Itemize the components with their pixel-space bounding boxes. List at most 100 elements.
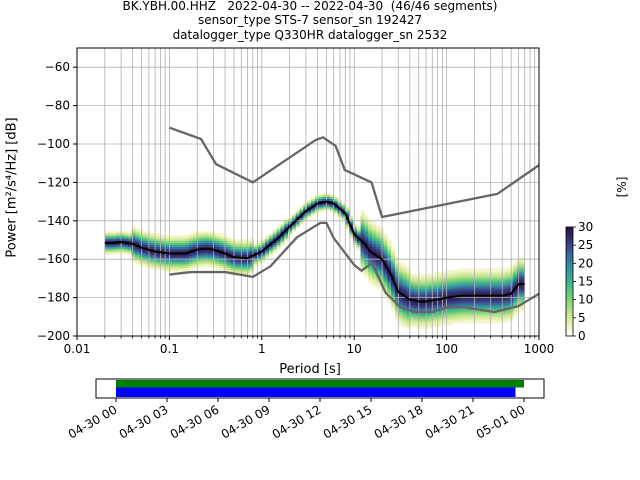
- heatmap-cell: [234, 254, 239, 257]
- heatmap-cell: [120, 235, 125, 238]
- heatmap-cell: [284, 223, 289, 226]
- heatmap-cell: [505, 279, 510, 282]
- heatmap-cell: [230, 246, 235, 249]
- heatmap-cell: [162, 267, 167, 270]
- heatmap-cell: [478, 300, 483, 303]
- heatmap-cell: [120, 246, 125, 249]
- heatmap-cell: [322, 194, 327, 197]
- heatmap-cell: [234, 269, 239, 272]
- heatmap-cell: [112, 231, 117, 234]
- heatmap-cell: [165, 254, 171, 257]
- heatmap-cell: [368, 239, 373, 242]
- heatmap-cell: [490, 304, 495, 307]
- heatmap-cell: [230, 240, 235, 244]
- heatmap-cell: [425, 298, 430, 301]
- heatmap-cell: [482, 285, 487, 288]
- heatmap-cell: [188, 242, 193, 245]
- heatmap-cell: [276, 239, 281, 242]
- heatmap-cell: [154, 252, 159, 255]
- heatmap-cell: [165, 250, 171, 253]
- heatmap-cell: [295, 212, 300, 215]
- heatmap-cell: [261, 256, 266, 259]
- colorbar-segment: [566, 243, 573, 246]
- heatmap-cell: [295, 221, 300, 224]
- heatmap-cell: [257, 262, 262, 265]
- heatmap-cell: [154, 254, 159, 257]
- heatmap-cell: [413, 279, 419, 282]
- heatmap-cell: [497, 312, 503, 315]
- heatmap-cell: [127, 235, 132, 238]
- heatmap-cell: [120, 250, 125, 253]
- heatmap-cell: [490, 271, 495, 274]
- heatmap-cell: [421, 327, 426, 330]
- heatmap-cell: [238, 262, 243, 265]
- heatmap-cell: [455, 308, 461, 311]
- heatmap-cell: [368, 242, 373, 245]
- heatmap-cell: [368, 237, 373, 240]
- heatmap-cell: [417, 285, 422, 288]
- heatmap-cell: [188, 237, 193, 240]
- heatmap-cell: [387, 246, 392, 249]
- heatmap-cell: [261, 240, 266, 244]
- heatmap-cell: [295, 214, 300, 217]
- heatmap-cell: [226, 256, 232, 259]
- heatmap-cell: [402, 277, 407, 280]
- heatmap-cell: [425, 283, 430, 286]
- heatmap-cell: [486, 269, 491, 272]
- heatmap-cell: [517, 256, 522, 259]
- heatmap-cell: [268, 233, 274, 236]
- heatmap-cell: [383, 262, 388, 265]
- heatmap-cell: [459, 287, 464, 290]
- heatmap-cell: [410, 308, 415, 311]
- heatmap-cell: [436, 271, 442, 274]
- heatmap-cell: [425, 313, 430, 317]
- heatmap-cell: [135, 250, 140, 253]
- heatmap-cell: [219, 239, 224, 242]
- heatmap-cell: [482, 267, 487, 270]
- heatmap-cell: [482, 277, 487, 280]
- heatmap-cell: [452, 271, 457, 274]
- heatmap-cell: [234, 262, 239, 265]
- heatmap-cell: [394, 273, 400, 276]
- heatmap-cell: [513, 294, 518, 297]
- heatmap-cell: [398, 287, 403, 290]
- colorbar-segment: [566, 308, 573, 311]
- heatmap-cell: [436, 277, 442, 280]
- heatmap-cell: [219, 252, 224, 255]
- heatmap-cell: [131, 244, 136, 247]
- heatmap-cell: [238, 260, 243, 263]
- heatmap-cell: [459, 313, 464, 317]
- heatmap-cell: [501, 310, 506, 313]
- colorbar-segment: [566, 236, 573, 239]
- heatmap-cell: [391, 288, 396, 292]
- heatmap-cell: [165, 264, 171, 267]
- heatmap-cell: [467, 288, 472, 292]
- heatmap-cell: [486, 277, 491, 280]
- heatmap-cell: [387, 260, 392, 263]
- colorbar-segment: [566, 234, 573, 237]
- heatmap-cell: [471, 313, 476, 317]
- heatmap-cell: [394, 313, 400, 317]
- heatmap-cell: [394, 267, 400, 270]
- heatmap-cell: [505, 285, 510, 288]
- heatmap-cell: [204, 237, 209, 240]
- heatmap-cell: [398, 288, 403, 292]
- colorbar-segment: [566, 334, 573, 337]
- heatmap-cell: [383, 275, 388, 278]
- heatmap-cell: [455, 292, 461, 295]
- heatmap-cell: [486, 292, 491, 295]
- heatmap-cell: [165, 267, 171, 270]
- heatmap-cell: [207, 256, 212, 259]
- heatmap-cell: [429, 304, 434, 307]
- heatmap-cell: [246, 264, 251, 267]
- heatmap-cell: [402, 265, 407, 269]
- heatmap-cell: [360, 271, 365, 274]
- heatmap-cell: [497, 302, 503, 305]
- heatmap-cell: [318, 208, 323, 211]
- heatmap-cell: [467, 292, 472, 295]
- heatmap-cell: [417, 273, 422, 276]
- heatmap-cell: [402, 302, 407, 305]
- heatmap-cell: [280, 229, 285, 232]
- heatmap-cell: [177, 254, 182, 257]
- heatmap-cell: [215, 242, 220, 245]
